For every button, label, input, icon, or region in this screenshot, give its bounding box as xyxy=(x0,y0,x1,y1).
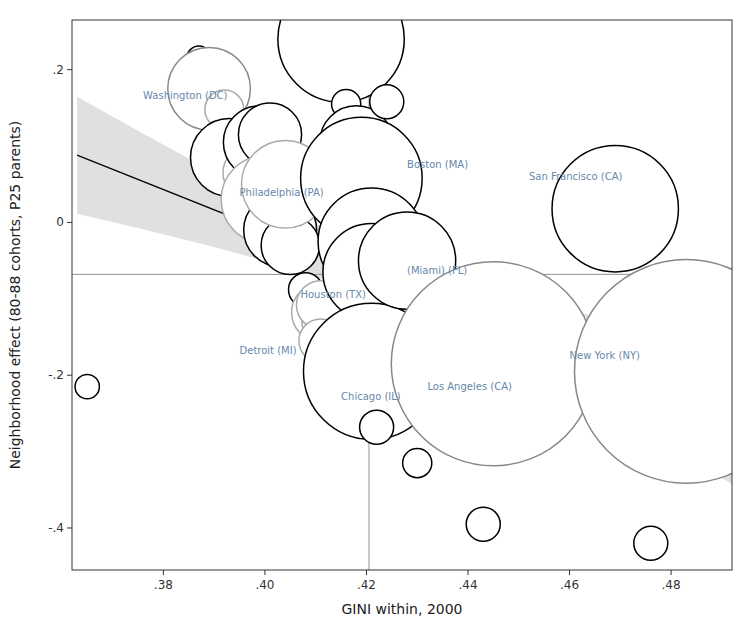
bubble xyxy=(552,145,678,271)
bubble xyxy=(360,410,394,444)
annotation: Boston (MA) xyxy=(407,159,468,170)
y-tick xyxy=(67,222,72,223)
bubble xyxy=(634,526,668,560)
x-tick xyxy=(264,570,265,575)
y-tick xyxy=(67,527,72,528)
annotation: Philadelphia (PA) xyxy=(240,187,324,198)
annotation: Washington (DC) xyxy=(143,90,228,101)
x-tick-label: .46 xyxy=(560,578,579,592)
x-tick xyxy=(671,570,672,575)
bubble xyxy=(466,507,500,541)
y-tick xyxy=(67,69,72,70)
y-tick-label: -.4 xyxy=(48,521,64,535)
x-tick-label: .38 xyxy=(154,578,173,592)
x-tick-label: .44 xyxy=(458,578,477,592)
x-tick-label: .40 xyxy=(255,578,274,592)
x-axis-label: GINI within, 2000 xyxy=(341,601,462,617)
annotation: Chicago (IL) xyxy=(341,391,401,402)
bubble xyxy=(391,262,595,466)
x-tick xyxy=(366,570,367,575)
y-tick-label: .2 xyxy=(53,63,64,77)
y-tick xyxy=(67,375,72,376)
x-tick xyxy=(569,570,570,575)
bubble xyxy=(75,375,99,399)
x-tick-label: .48 xyxy=(662,578,681,592)
bubble xyxy=(370,85,404,119)
bubble xyxy=(575,260,732,484)
y-tick-label: 0 xyxy=(56,215,64,229)
annotation: San Francisco (CA) xyxy=(529,171,623,182)
plot-area xyxy=(72,20,732,570)
x-tick-label: .42 xyxy=(357,578,376,592)
x-tick xyxy=(468,570,469,575)
annotation: Los Angeles (CA) xyxy=(427,381,512,392)
chart: .38 .40 .42 .44 .46 .48 -.4 -.2 0 .2 GINI within, … xyxy=(0,0,754,628)
annotation: Houston (TX) xyxy=(300,289,366,300)
annotation: New York (NY) xyxy=(570,350,640,361)
y-axis-label: Neighborhood effect (80-88 cohorts, P25 … xyxy=(7,121,23,470)
bubble xyxy=(403,448,432,477)
x-tick xyxy=(163,570,164,575)
annotation: (Miami) (FL) xyxy=(407,265,467,276)
plot-frame xyxy=(72,20,732,570)
y-tick-label: -.2 xyxy=(48,368,64,382)
annotation: Detroit (MI) xyxy=(240,345,297,356)
